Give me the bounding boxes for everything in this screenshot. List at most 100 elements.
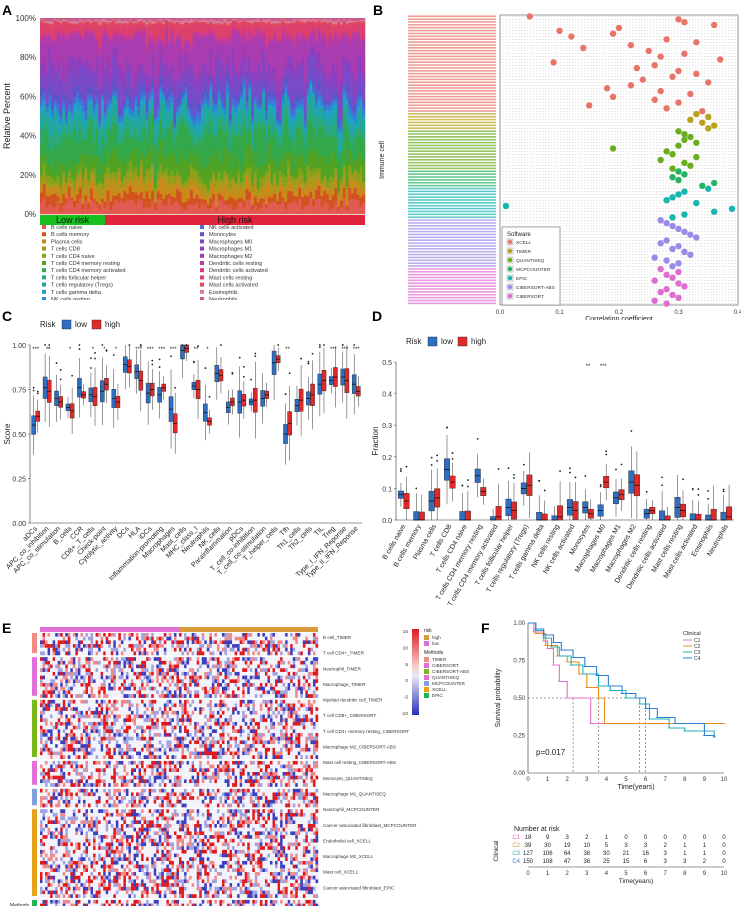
- heatmap-cell: [95, 657, 99, 661]
- outlier-point: [323, 344, 325, 346]
- heatmap-cell: [280, 679, 283, 684]
- heatmap-cell: [189, 660, 192, 665]
- heatmap-cell: [148, 668, 152, 673]
- stack-segment: [87, 164, 91, 181]
- stack-segment: [315, 107, 319, 115]
- heatmap-cell: [65, 664, 68, 669]
- stack-segment: [117, 67, 121, 80]
- stack-segment: [309, 169, 313, 177]
- legend-swatch: [200, 297, 204, 300]
- legend-label: EPIC: [516, 276, 528, 282]
- heatmap-cell: [161, 668, 165, 673]
- correlation-point: [627, 82, 635, 89]
- heatmap-cell: [161, 640, 165, 645]
- stack-segment: [115, 29, 119, 33]
- stack-segment: [206, 21, 210, 24]
- stack-segment: [126, 182, 130, 194]
- outlier-point: [94, 357, 96, 360]
- heatmap-cell: [282, 651, 286, 656]
- stack-segment: [359, 85, 363, 96]
- heatmap-cell: [234, 671, 238, 676]
- heatmap-cell: [70, 671, 74, 676]
- stack-segment: [342, 85, 346, 91]
- stack-segment: [334, 32, 338, 37]
- stack-segment: [251, 31, 255, 34]
- stack-segment: [95, 38, 99, 40]
- stack-segment: [184, 85, 188, 93]
- stack-segment: [270, 68, 274, 85]
- heatmap-cell: [264, 668, 268, 673]
- heatmap-cell: [302, 668, 306, 673]
- stack-segment: [48, 117, 52, 138]
- heatmap-cell: [292, 671, 296, 676]
- stack-segment: [159, 173, 163, 179]
- stack-segment: [303, 37, 307, 40]
- stack-segment: [56, 27, 60, 32]
- stack-segment: [240, 83, 244, 94]
- heatmap-cell: [257, 640, 261, 645]
- stack-segment: [115, 116, 119, 126]
- heatmap-cell: [196, 647, 200, 652]
- stack-segment: [212, 132, 216, 137]
- stack-segment: [120, 26, 124, 33]
- stack-segment: [101, 107, 105, 127]
- outlier-point: [584, 475, 587, 477]
- stack-segment: [351, 180, 355, 194]
- immune-cell-row-label-bar: [408, 52, 496, 55]
- stack-segment: [262, 89, 266, 93]
- immune-cell-row-label-bar: [408, 207, 496, 210]
- stack-segment: [131, 136, 135, 154]
- heatmap-cell: [282, 679, 286, 684]
- legend-label: B cells naive: [51, 225, 82, 231]
- heatmap-cell: [123, 651, 127, 656]
- heatmap-cell: [77, 651, 81, 656]
- heatmap-cell: [290, 675, 293, 680]
- stack-segment: [90, 29, 94, 33]
- heatmap-cell: [227, 660, 230, 665]
- heatmap-cell: [244, 636, 248, 641]
- stack-segment: [328, 19, 332, 23]
- heatmap-cell: [143, 675, 147, 680]
- stack-segment: [45, 175, 49, 183]
- heatmap-cell: [60, 671, 63, 676]
- heatmap-cell: [138, 640, 142, 645]
- correlation-point: [675, 260, 682, 267]
- stack-segment: [78, 90, 82, 99]
- stack-segment: [334, 23, 338, 25]
- stack-segment: [356, 18, 360, 21]
- stack-segment: [45, 195, 49, 208]
- heatmap-cell: [70, 679, 74, 684]
- stack-segment: [62, 183, 66, 195]
- significance-label: *: [92, 347, 95, 353]
- stack-segment: [131, 36, 135, 41]
- correlation-point: [657, 240, 664, 247]
- heatmap-cell: [315, 668, 319, 673]
- stack-segment: [353, 181, 357, 188]
- stack-segment: [65, 41, 69, 83]
- heatmap-cell: [259, 668, 263, 673]
- stack-segment: [87, 128, 91, 165]
- stack-segment: [240, 24, 244, 34]
- heatmap-cell: [186, 671, 190, 676]
- stack-segment: [167, 109, 171, 114]
- stack-segment: [126, 96, 130, 101]
- stack-segment: [353, 169, 357, 174]
- heatmap-cell: [249, 651, 253, 656]
- heatmap-cell: [272, 675, 276, 680]
- stack-segment: [256, 108, 260, 115]
- heatmap-cell: [232, 664, 235, 669]
- stack-segment: [237, 107, 241, 124]
- stack-segment: [237, 123, 241, 133]
- correlation-point: [681, 159, 688, 167]
- heatmap-cell: [98, 640, 101, 645]
- stack-segment: [290, 139, 294, 152]
- stack-segment: [198, 18, 202, 21]
- stack-segment: [84, 31, 88, 34]
- heatmap-cell: [224, 647, 228, 652]
- heatmap-cell: [130, 636, 134, 641]
- heatmap-cell: [45, 636, 48, 641]
- stack-segment: [334, 161, 338, 169]
- heatmap-cell: [105, 675, 109, 680]
- outlier-point: [446, 426, 448, 429]
- stack-segment: [298, 104, 302, 108]
